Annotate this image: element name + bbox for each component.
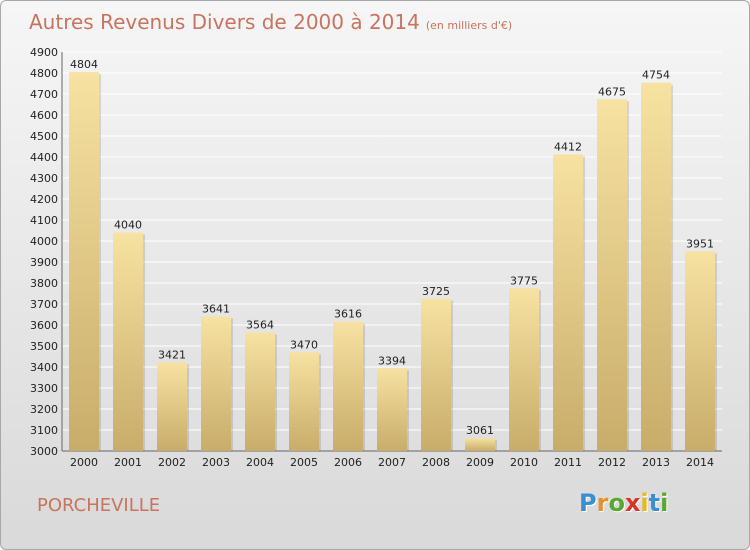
value-label: 4412	[554, 140, 582, 153]
bar	[289, 352, 319, 451]
logo-letter: P	[579, 489, 597, 517]
y-tick-label: 3600	[30, 319, 58, 332]
y-tick-label: 3700	[30, 298, 58, 311]
x-tick-label: 2000	[70, 456, 98, 469]
y-tick-label: 3300	[30, 382, 58, 395]
bar	[509, 288, 539, 451]
value-label: 3641	[202, 302, 230, 315]
x-tick-label: 2004	[246, 456, 274, 469]
y-tick-label: 3400	[30, 361, 58, 374]
y-tick-label: 3200	[30, 403, 58, 416]
value-label: 3951	[686, 237, 714, 250]
logo-letter: i	[640, 489, 649, 517]
y-tick-label: 4700	[30, 88, 58, 101]
y-tick-label: 3800	[30, 277, 58, 290]
bar	[157, 362, 187, 451]
value-label: 3775	[510, 274, 538, 287]
value-label: 4754	[642, 69, 670, 82]
value-label: 4040	[114, 219, 142, 232]
place-name: PORCHEVILLE	[37, 495, 161, 516]
y-tick-label: 4300	[30, 172, 58, 185]
value-label: 4804	[70, 58, 98, 71]
y-tick-label: 4100	[30, 214, 58, 227]
title-text: Autres Revenus Divers de 2000 à 2014	[29, 10, 420, 34]
x-tick-label: 2005	[290, 456, 318, 469]
bar	[553, 154, 583, 452]
x-tick-label: 2009	[466, 456, 494, 469]
y-tick-label: 4800	[30, 67, 58, 80]
bar	[685, 251, 715, 451]
y-tick-label: 4200	[30, 193, 58, 206]
y-tick-label: 3500	[30, 340, 58, 353]
y-tick-label: 3900	[30, 256, 58, 269]
chart-title: Autres Revenus Divers de 2000 à 2014 (en …	[29, 10, 512, 34]
value-label: 3061	[466, 424, 494, 437]
bar	[597, 99, 627, 451]
logo-letter: x	[624, 489, 641, 517]
y-tick-label: 3000	[30, 445, 58, 458]
bar	[201, 316, 231, 451]
x-tick-label: 2006	[334, 456, 362, 469]
x-tick-label: 2001	[114, 456, 142, 469]
x-tick-label: 2008	[422, 456, 450, 469]
y-tick-label: 4000	[30, 235, 58, 248]
bar	[113, 232, 143, 451]
proxiti-logo[interactable]: Proxiti	[579, 489, 668, 517]
logo-letter: i	[660, 489, 669, 517]
x-tick-label: 2012	[598, 456, 626, 469]
value-label: 3421	[158, 349, 186, 362]
x-tick-label: 2010	[510, 456, 538, 469]
bar	[333, 321, 363, 451]
value-label: 3564	[246, 319, 274, 332]
y-tick-label: 4900	[30, 46, 58, 59]
x-tick-label: 2002	[158, 456, 186, 469]
bar	[377, 368, 407, 451]
y-tick-label: 4400	[30, 151, 58, 164]
x-tick-label: 2003	[202, 456, 230, 469]
logo-letter: t	[648, 489, 661, 517]
y-tick-label: 3100	[30, 424, 58, 437]
bar	[465, 438, 495, 451]
value-label: 3394	[378, 354, 406, 367]
bar	[421, 298, 451, 451]
value-label: 3470	[290, 338, 318, 351]
logo-letter: o	[608, 489, 625, 517]
x-tick-label: 2011	[554, 456, 582, 469]
title-unit: (en milliers d'€)	[425, 19, 513, 32]
bar	[69, 72, 99, 451]
y-tick-label: 4500	[30, 130, 58, 143]
x-tick-label: 2007	[378, 456, 406, 469]
value-label: 3725	[422, 285, 450, 298]
value-label: 4675	[598, 85, 626, 98]
value-label: 3616	[334, 308, 362, 321]
x-tick-label: 2013	[642, 456, 670, 469]
x-tick-label: 2014	[686, 456, 714, 469]
bar	[245, 332, 275, 451]
logo-letter: r	[596, 489, 609, 517]
bar	[641, 82, 671, 451]
y-tick-label: 4600	[30, 109, 58, 122]
